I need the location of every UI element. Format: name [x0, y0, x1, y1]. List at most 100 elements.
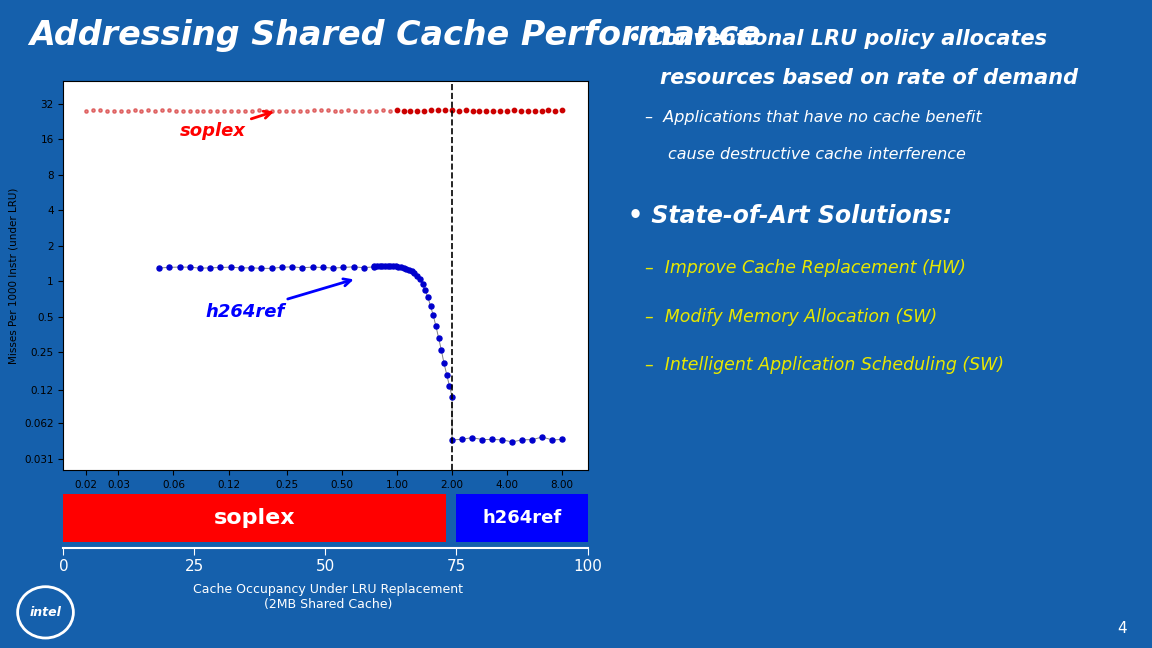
Point	[311, 105, 329, 115]
Point	[318, 105, 336, 115]
Point	[533, 432, 552, 442]
Point	[442, 391, 461, 402]
Text: soplex: soplex	[180, 111, 271, 140]
Point	[283, 262, 302, 272]
Point	[532, 106, 551, 116]
Point	[463, 432, 482, 443]
Point	[426, 321, 445, 332]
Point	[473, 434, 492, 445]
Point	[373, 261, 392, 272]
Point	[344, 262, 363, 272]
Point	[511, 106, 530, 116]
Point	[518, 106, 537, 116]
Point	[236, 106, 255, 116]
Point	[539, 105, 558, 115]
Point	[112, 106, 130, 116]
Point	[290, 106, 309, 116]
Point	[373, 105, 392, 115]
Point	[505, 105, 523, 115]
Point	[334, 262, 353, 273]
Point	[105, 106, 123, 116]
Point	[339, 105, 357, 115]
Point	[442, 105, 461, 115]
Point	[264, 106, 282, 116]
Point	[139, 105, 158, 115]
Point	[543, 435, 561, 445]
Point	[406, 268, 424, 279]
X-axis label: Cache Size (MB): Cache Size (MB)	[278, 495, 373, 508]
Point	[491, 106, 509, 116]
Bar	[63, 494, 446, 542]
Point	[353, 106, 371, 116]
Point	[386, 261, 404, 272]
Point	[283, 106, 302, 116]
Point	[167, 106, 185, 116]
Text: Addressing Shared Cache Performance: Addressing Shared Cache Performance	[29, 19, 760, 52]
Point	[195, 106, 213, 116]
Point	[401, 106, 419, 116]
Point	[553, 105, 571, 115]
Point	[400, 264, 418, 275]
Point	[263, 263, 281, 273]
Text: soplex: soplex	[214, 509, 296, 528]
Point	[202, 106, 220, 116]
Point	[243, 106, 262, 116]
Point	[483, 434, 501, 445]
Point	[153, 105, 172, 115]
Point	[410, 274, 429, 284]
Point	[132, 106, 151, 116]
Point	[211, 262, 229, 273]
Point	[434, 358, 453, 369]
Text: • Conventional LRU policy allocates: • Conventional LRU policy allocates	[628, 29, 1047, 49]
Point	[126, 105, 144, 115]
Point	[387, 105, 406, 115]
Point	[304, 105, 323, 115]
Point	[313, 262, 332, 273]
Point	[376, 261, 394, 272]
Point	[415, 106, 433, 116]
Point	[365, 262, 384, 272]
Point	[84, 105, 103, 115]
Text: h264ref: h264ref	[483, 509, 562, 527]
Point	[332, 106, 350, 116]
Point	[271, 106, 289, 116]
Point	[525, 106, 544, 116]
Point	[389, 262, 408, 272]
Point	[394, 263, 412, 273]
Point	[440, 380, 458, 391]
Text: –  Applications that have no cache benefit: – Applications that have no cache benefi…	[645, 110, 982, 125]
Point	[181, 106, 199, 116]
Text: –  Modify Memory Allocation (SW): – Modify Memory Allocation (SW)	[645, 308, 938, 326]
Point	[365, 261, 384, 272]
Point	[381, 261, 400, 272]
Point	[252, 263, 271, 273]
Text: 4: 4	[1117, 621, 1127, 636]
Point	[470, 106, 488, 116]
Point	[397, 263, 416, 273]
Point	[294, 262, 312, 273]
Point	[242, 262, 260, 273]
Point	[380, 106, 399, 116]
Point	[273, 262, 291, 272]
Point	[209, 106, 227, 116]
Point	[422, 105, 440, 115]
Point	[160, 262, 179, 273]
Point	[430, 333, 448, 343]
Text: h264ref: h264ref	[206, 279, 351, 321]
Point	[370, 261, 388, 272]
Point	[394, 106, 412, 116]
Point	[463, 106, 482, 116]
Point	[493, 435, 511, 445]
Point	[408, 106, 426, 116]
Point	[367, 260, 386, 271]
Point	[181, 262, 199, 272]
Point	[418, 292, 437, 303]
Point	[150, 263, 168, 273]
Point	[453, 434, 471, 445]
Point	[174, 106, 192, 116]
Point	[435, 105, 454, 115]
Point	[414, 279, 432, 290]
Point	[424, 310, 442, 321]
Text: Cache Occupancy Under LRU Replacement
(2MB Shared Cache): Cache Occupancy Under LRU Replacement (2…	[194, 583, 463, 611]
Point	[359, 106, 378, 116]
